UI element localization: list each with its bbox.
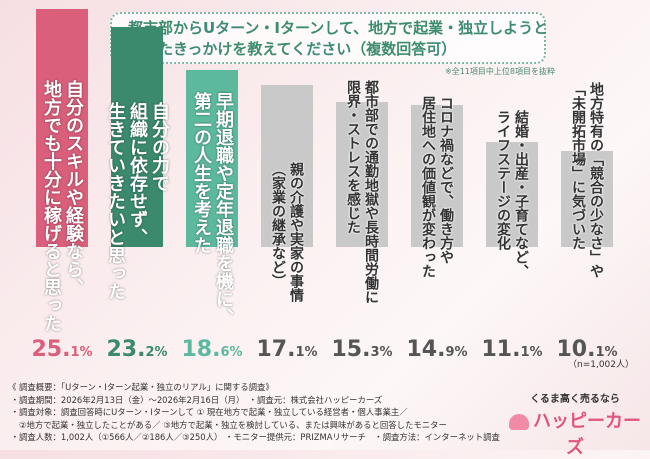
value-integer: 25. [31, 337, 71, 362]
bar-label: 早期退職や定年退職を機に、 第二の人生を考えた [191, 92, 234, 326]
bar [111, 26, 163, 247]
bar-label: 結婚・出産・子育てなど、 ライフステージの変化 [495, 110, 529, 278]
value-label: 17.1% [247, 337, 327, 362]
bar [411, 105, 463, 247]
bar [261, 84, 313, 247]
value-integer: 17. [256, 337, 296, 362]
value-integer: 14. [406, 337, 446, 362]
value-decimal: 2% [145, 345, 168, 360]
value-integer: 23. [106, 337, 146, 362]
chart-note: ※全11項目中上位8項目を抜粋 [445, 67, 555, 76]
value-decimal: 1% [520, 345, 543, 360]
value-integer: 18. [181, 337, 221, 362]
value-label: 14.9% [397, 337, 477, 362]
brand-logo: くるま高く売るなら ハッピーカーズ [505, 390, 645, 459]
bar-label: 親の介護や実家の事情 （家業の継承など） [270, 162, 304, 302]
bar-label: コロナ禍などで、働き方や 居住地への価値観が変わった [420, 96, 454, 278]
bar [336, 101, 388, 247]
value-integer: 10. [556, 337, 596, 362]
value-label: 18.6% [172, 337, 252, 362]
logo-name: ハッピーカーズ [505, 407, 645, 459]
value-label: 10.1% [547, 337, 627, 362]
value-integer: 11. [481, 337, 521, 362]
bar [36, 8, 88, 247]
bar-chart: 自分のスキルや経験なら、 地方でも十分に稼げると思った 25.1% 自分の力で 組織… [22, 8, 627, 362]
value-label: 15.3% [322, 337, 402, 362]
chart-title: 都市部からUターン・Iターンして、地方で起業・独立しようと 思ったきっかけを教え… [110, 12, 548, 64]
bar [186, 70, 238, 247]
survey-footer: 《 調査概要：「Uターン・Iターン起業・独立のリアル」に関する調査》 ・調査期間… [8, 382, 500, 443]
value-label: 11.1% [472, 337, 552, 362]
bar-label: 都市部での通勤地獄や長時間労働に 限界・ストレスを感じた [345, 80, 379, 304]
value-decimal: 1% [595, 345, 618, 360]
logo-text: ハッピーカーズ [533, 411, 641, 458]
elephant-icon [509, 414, 529, 430]
value-label: 25.1% [22, 337, 102, 362]
value-label: 23.2% [97, 337, 177, 362]
bar [486, 141, 538, 247]
bar-label: 地方特有の「競合の少なさ」や 「未開拓市場」に気づいた [570, 82, 604, 278]
logo-tagline: くるま高く売るなら [530, 394, 620, 405]
value-decimal: 9% [445, 345, 468, 360]
sample-size: （n=1,002人） [568, 360, 635, 370]
bar [561, 151, 613, 247]
value-decimal: 3% [370, 345, 393, 360]
value-decimal: 1% [295, 345, 318, 360]
value-decimal: 6% [220, 345, 243, 360]
value-decimal: 1% [70, 345, 93, 360]
bar-label: 自分の力で 組織に依存せず、 生きていきたいと思った [105, 102, 170, 300]
bar-label: 自分のスキルや経験なら、 地方でも十分に稼げると思った [41, 80, 84, 332]
value-integer: 15. [331, 337, 371, 362]
